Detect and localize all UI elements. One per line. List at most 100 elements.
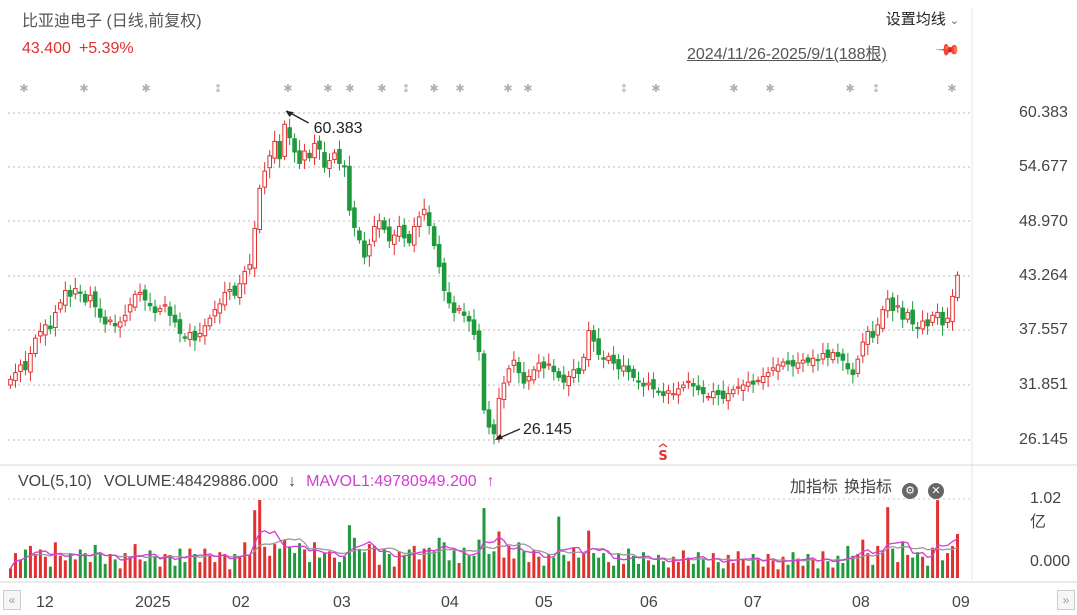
candle-body	[950, 295, 955, 323]
volume-bar	[43, 556, 47, 578]
volume-bar	[507, 545, 511, 578]
candle-body	[900, 307, 905, 320]
ma-settings-label: 设置均线	[885, 11, 946, 28]
x-axis-label: 06	[640, 594, 658, 611]
volume-bar	[517, 542, 521, 578]
volume-bar	[263, 546, 267, 578]
price-axis-label: 37.557	[1019, 321, 1068, 338]
scroll-right-button[interactable]: »	[1057, 590, 1075, 610]
candle-body	[546, 363, 552, 366]
volume-bar	[666, 567, 670, 578]
candle-body	[696, 385, 701, 391]
candle-body	[122, 314, 128, 322]
candle-body	[107, 319, 113, 323]
volume-bar	[153, 556, 157, 578]
add-indicator-button[interactable]: 加指标	[790, 479, 839, 496]
candle-body	[845, 363, 851, 370]
volume-bar	[901, 541, 905, 578]
volume-bar	[48, 566, 52, 578]
event-marker-icon: ✱	[651, 82, 660, 95]
volume-bar	[841, 563, 845, 578]
volume-bar	[462, 547, 466, 578]
candle-body	[780, 361, 786, 367]
volume-bar	[577, 557, 581, 578]
volume-bar	[397, 551, 401, 578]
candle-body	[222, 291, 228, 306]
candle-body	[297, 150, 302, 164]
candles	[8, 118, 960, 445]
volume-bar	[537, 556, 541, 578]
candle-body	[58, 302, 63, 310]
candle-body	[87, 294, 93, 302]
candle-body	[406, 234, 412, 244]
event-markers: ✱ ✱ ✱ ↕ ✱ ✱ ✱ ✱ ↕ ✱ ✱ ✱ ✱ ↕ ✱ ✱ ✱ ✱ ↕ ✱	[19, 82, 956, 95]
volume-bar	[791, 552, 795, 578]
volume-bar	[487, 554, 491, 578]
x-axis-label: 2025	[135, 594, 171, 611]
last-price: 43.400	[22, 40, 71, 57]
volume-bar	[582, 553, 586, 578]
volume-bar	[188, 548, 192, 578]
volume-bar	[592, 553, 596, 578]
candle-body	[496, 397, 502, 438]
candle-body	[97, 308, 103, 318]
volume-bar	[936, 500, 940, 578]
volume-bar	[108, 554, 112, 578]
x-axis-label: 04	[441, 594, 459, 611]
switch-indicator-button[interactable]: 换指标	[844, 479, 893, 496]
candle-body	[491, 424, 497, 435]
candle-body	[860, 341, 866, 357]
vol-indicator-name[interactable]: VOL(5,10)	[18, 473, 92, 490]
date-range-link[interactable]: 2024/11/26-2025/9/1(188根)	[687, 46, 887, 63]
candle-body	[102, 316, 108, 325]
candle-body	[810, 357, 816, 367]
candle-body	[835, 352, 841, 357]
event-marker-icon: ✱	[345, 82, 354, 95]
scroll-left-button[interactable]: «	[3, 590, 21, 610]
volume-bar	[83, 553, 87, 578]
volume-bar	[467, 555, 471, 578]
volume-bars	[8, 500, 960, 578]
ma-settings-button[interactable]: 设置均线 ⌄	[886, 8, 959, 29]
candle-body	[317, 140, 322, 150]
volume-bar	[203, 548, 207, 578]
candle-body	[596, 338, 601, 355]
event-marker-icon: ✱	[19, 82, 28, 95]
volume-bar	[931, 547, 935, 578]
candle-body	[33, 337, 38, 355]
candle-body	[691, 383, 696, 387]
volume-bar	[926, 565, 930, 578]
candle-body	[855, 358, 861, 374]
volume-bar	[332, 557, 336, 578]
candle-body	[785, 360, 791, 365]
gear-icon[interactable]: ⚙	[902, 483, 919, 499]
volume-bar	[208, 555, 212, 578]
change-percent: +5.39%	[78, 40, 134, 57]
candle-body	[865, 331, 871, 345]
volume-bar	[442, 542, 446, 578]
candle-body	[666, 390, 671, 394]
candle-body	[167, 306, 173, 316]
volume-bar	[273, 544, 277, 578]
candle-body	[760, 375, 766, 384]
candle-body	[511, 359, 517, 366]
candle-body	[895, 305, 900, 308]
volume-bar	[542, 565, 546, 578]
candle-body	[252, 227, 258, 269]
close-icon[interactable]: ✕	[928, 483, 945, 499]
volume-bar	[851, 555, 855, 578]
volume-bar	[238, 555, 242, 578]
candle-body	[217, 303, 223, 314]
volume-bar	[68, 554, 72, 578]
candle-body	[701, 387, 706, 395]
volume-bar	[113, 559, 117, 578]
volume-bar	[248, 554, 252, 578]
volume-axis-label: 1.02亿	[1030, 490, 1062, 531]
candle-body	[501, 382, 507, 401]
candle-body	[202, 325, 208, 337]
candle-body	[212, 309, 218, 317]
volume-bar	[617, 554, 621, 578]
mavol-value: MAVOL1:49780949.200	[306, 473, 477, 490]
volume-bar	[407, 549, 411, 578]
